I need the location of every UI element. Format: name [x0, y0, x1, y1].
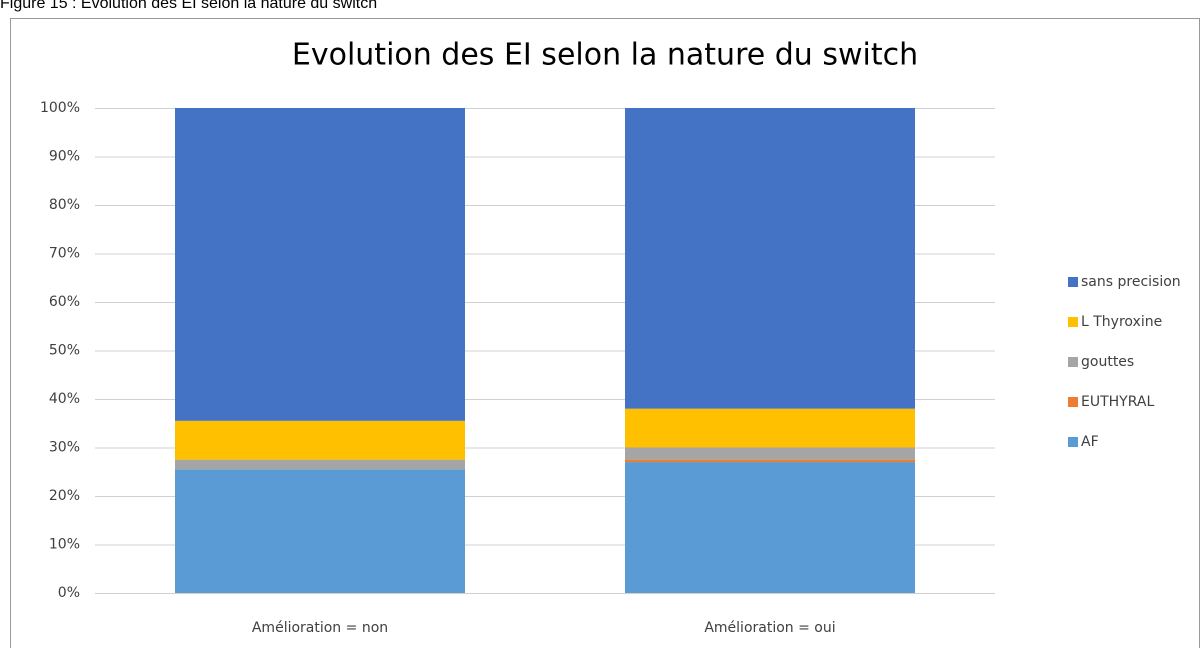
y-tick-label: 20% — [49, 488, 80, 504]
bar-segment — [175, 469, 465, 593]
bar-segment — [625, 408, 915, 448]
legend-label: sans precision — [1081, 274, 1181, 290]
bar-segment — [625, 447, 915, 460]
chart-title: Evolution des EI selon la nature du swit… — [292, 38, 918, 73]
bar-segment — [625, 462, 915, 593]
legend-swatch — [1068, 277, 1078, 287]
legend-label: L Thyroxine — [1081, 314, 1162, 330]
caption: Figure 15 : Evolution des EI selon la na… — [0, 0, 377, 12]
bar-segment — [175, 459, 465, 470]
y-tick-label: 80% — [49, 197, 80, 213]
y-tick-label: 10% — [49, 537, 80, 553]
y-tick-label: 70% — [49, 246, 80, 262]
legend-swatch — [1068, 437, 1078, 447]
y-tick-label: 0% — [58, 585, 80, 601]
y-tick-label: 100% — [40, 100, 80, 116]
y-tick-label: 60% — [49, 294, 80, 310]
legend-swatch — [1068, 317, 1078, 327]
bar-segment — [175, 420, 465, 460]
legend-swatch — [1068, 357, 1078, 367]
legend-label: EUTHYRAL — [1081, 394, 1154, 410]
y-tick-label: 40% — [49, 391, 80, 407]
x-tick-label: Amélioration = non — [252, 620, 388, 636]
bar-segment — [175, 108, 465, 421]
y-tick-label: 50% — [49, 343, 80, 359]
bar-segment — [625, 108, 915, 409]
legend-swatch — [1068, 397, 1078, 407]
y-tick-label: 90% — [49, 149, 80, 165]
bar-segment — [625, 459, 915, 463]
x-tick-label: Amélioration = oui — [704, 620, 835, 636]
y-tick-label: 30% — [49, 440, 80, 456]
legend-label: AF — [1081, 434, 1099, 450]
legend-label: gouttes — [1081, 354, 1134, 370]
